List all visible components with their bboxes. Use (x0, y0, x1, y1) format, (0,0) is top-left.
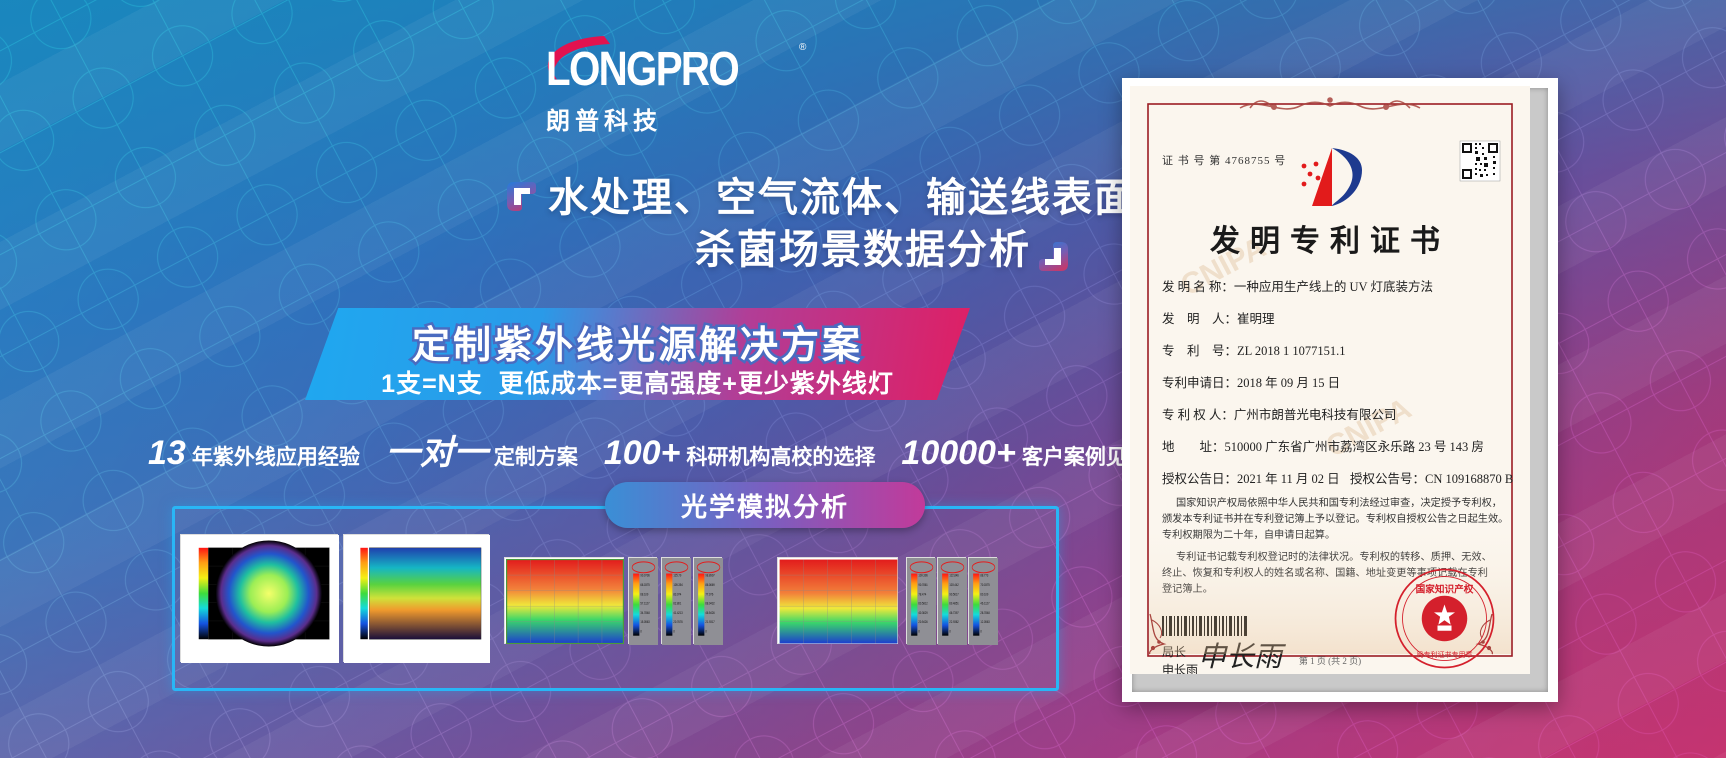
svg-text:20.5426: 20.5426 (918, 620, 927, 625)
svg-text:®: ® (799, 42, 807, 53)
svg-text:105.354: 105.354 (673, 582, 682, 587)
svg-text:90.5617: 90.5617 (949, 592, 958, 597)
svg-text:69.4851: 69.4851 (949, 601, 958, 606)
svg-text:20.7676: 20.7676 (673, 620, 682, 625)
svg-text:国家知识产权: 国家知识产权 (1416, 583, 1474, 595)
svg-text:12.0563: 12.0563 (980, 620, 989, 625)
svg-text:125.79: 125.79 (673, 573, 681, 578)
svg-text:专 利 号：ZL 2018 1 1077151.: 专 利 号：ZL 2018 1 1077151.1 (1162, 343, 1346, 358)
svg-text:68.109: 68.109 (640, 592, 648, 597)
svg-text:60.109: 60.109 (980, 592, 988, 597)
svg-text:34.7848: 34.7848 (640, 610, 649, 615)
svg-text:发明专利证书: 发明专利证书 (1209, 225, 1450, 258)
svg-text:证 书 号 第 4768755 号: 证 书 号 第 4768755 号 (1162, 153, 1286, 167)
svg-text:0: 0 (705, 629, 707, 634)
svg-text:122.846: 122.846 (949, 573, 958, 578)
svg-text:21.9317: 21.9317 (705, 620, 714, 625)
svg-text:46.1127: 46.1127 (980, 601, 989, 606)
svg-text:申长雨: 申长雨 (1162, 663, 1198, 674)
svg-text:28.7848: 28.7848 (980, 610, 989, 615)
svg-text:83.974: 83.974 (673, 592, 681, 597)
svg-text:46.5426: 46.5426 (705, 610, 714, 615)
svg-text:发 明 名 称：一种应用生产线上的 UV 灯底装方法: 发 明 名 称：一种应用生产线上的 UV 灯底装方法 (1162, 279, 1433, 294)
svg-text:68.0375: 68.0375 (640, 582, 649, 587)
svg-text:15.0563: 15.0563 (640, 620, 649, 625)
svg-text:86.0669: 86.0669 (705, 582, 714, 587)
svg-text:LONGPRO: LONGPRO (546, 43, 739, 96)
svg-text:41.4213: 41.4213 (673, 610, 682, 615)
svg-text:109.396: 109.396 (918, 573, 927, 578)
svg-text:授权公告日：2021 年 11 月 02 日: 授权公告日：2021 年 11 月 02 日 (1162, 471, 1340, 486)
svg-text:0: 0 (949, 629, 951, 634)
svg-text:发 明 人：崔明理: 发 明 人：崔明理 (1162, 311, 1275, 326)
svg-text:60.5812: 60.5812 (918, 601, 927, 606)
svg-text:国家知识产权局依照中华人民共和国专利法经过审查，决定授予专利: 国家知识产权局依照中华人民共和国专利法经过审查，决定授予专利权， (1176, 496, 1502, 509)
svg-text:专利申请日：2018 年 09 月 15 日: 专利申请日：2018 年 09 月 15 日 (1162, 375, 1340, 390)
svg-text:90.0706: 90.0706 (640, 573, 649, 578)
svg-text:57.1127: 57.1127 (640, 601, 649, 606)
svg-text:70.0375: 70.0375 (980, 582, 989, 587)
svg-text:103.442: 103.442 (949, 582, 958, 587)
svg-text:98.8907: 98.8907 (705, 573, 714, 578)
svg-text:朗普科技: 朗普科技 (546, 107, 662, 135)
svg-text:专 利 权 人：广州市朗普光电科技有限公司: 专 利 权 人：广州市朗普光电科技有限公司 (1162, 407, 1396, 422)
svg-text:0: 0 (918, 629, 920, 634)
svg-text:62.801: 62.801 (673, 601, 681, 606)
svg-text:90.7861: 90.7861 (918, 582, 927, 587)
svg-text:88.773: 88.773 (980, 573, 988, 578)
svg-text:77.076: 77.076 (705, 592, 713, 597)
svg-text:0: 0 (640, 629, 642, 634)
svg-text:22.9382: 22.9382 (949, 620, 958, 625)
svg-text:68.9432: 68.9432 (705, 601, 714, 606)
svg-text:46.7397: 46.7397 (949, 610, 958, 615)
svg-text:40.3629: 40.3629 (918, 610, 927, 615)
svg-text:第 1 页 (共 2 页): 第 1 页 (共 2 页) (1299, 655, 1361, 666)
svg-text:局专利证书专用章: 局专利证书专用章 (1417, 650, 1473, 659)
svg-text:78.474: 78.474 (918, 592, 926, 597)
svg-text:地 址：510000 广东省广州市荔湾区永乐路: 地 址：510000 广东省广州市荔湾区永乐路 23 号 143 房 (1162, 439, 1484, 454)
svg-text:0: 0 (673, 629, 675, 634)
svg-text:授权公告号：CN 109168870 B: 授权公告号：CN 109168870 B (1350, 471, 1513, 486)
svg-text:0: 0 (980, 629, 982, 634)
